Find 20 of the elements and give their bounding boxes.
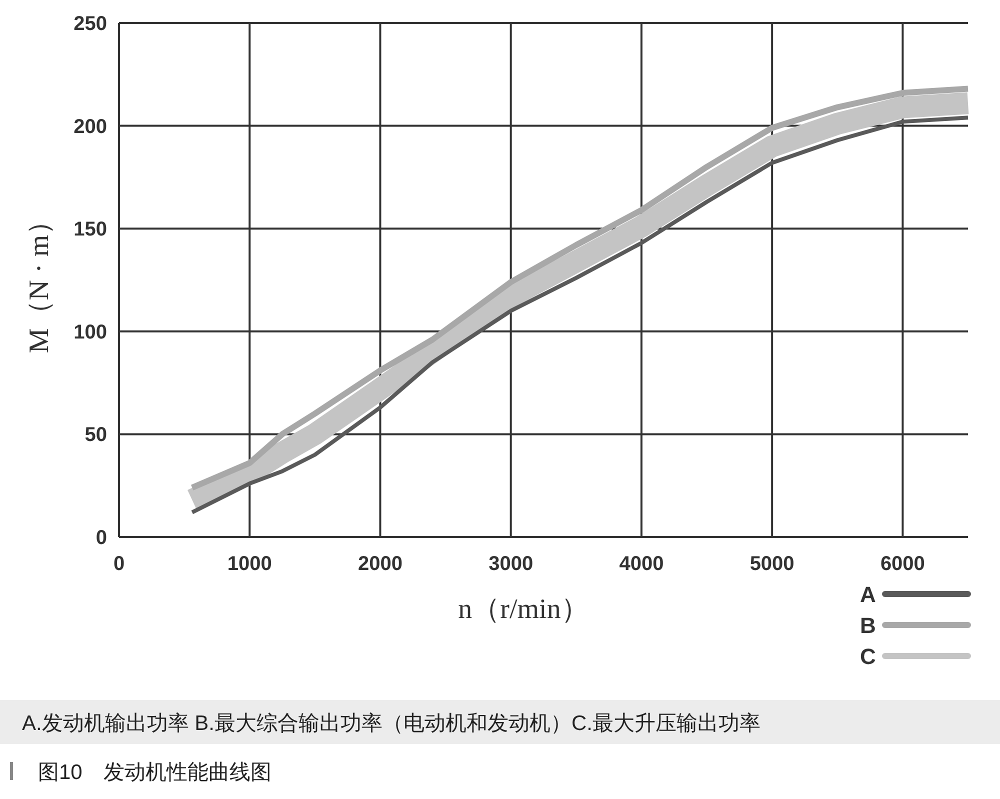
caption: 图10 发动机性能曲线图 bbox=[38, 761, 272, 784]
x-tick-label: 0 bbox=[113, 553, 125, 575]
x-tick-label: 3000 bbox=[488, 553, 534, 575]
text: A.发动机输出功率 B.最大综合输出功率（电动机和发动机）C.最大升压输出功率 bbox=[22, 712, 761, 735]
y-axis-title: M（N · m） bbox=[24, 206, 55, 354]
x-tick-label: 4000 bbox=[619, 553, 664, 575]
legend-label: A bbox=[860, 582, 876, 607]
y-tick-label: 0 bbox=[96, 527, 107, 549]
y-tick-label: 200 bbox=[74, 116, 107, 138]
x-axis-title: n（r/min） bbox=[458, 594, 589, 625]
y-tick-label: 250 bbox=[74, 13, 107, 35]
legend-label: B bbox=[860, 613, 876, 638]
legend-label: C bbox=[860, 644, 876, 669]
y-tick-label: 100 bbox=[74, 321, 107, 344]
x-tick-label: 6000 bbox=[880, 553, 925, 575]
x-tick-label: 2000 bbox=[358, 553, 402, 575]
x-tick-label: 5000 bbox=[750, 553, 794, 575]
y-tick-label: 150 bbox=[74, 218, 107, 241]
x-tick-label: 1000 bbox=[227, 553, 272, 575]
y-tick-label: 50 bbox=[84, 424, 107, 446]
